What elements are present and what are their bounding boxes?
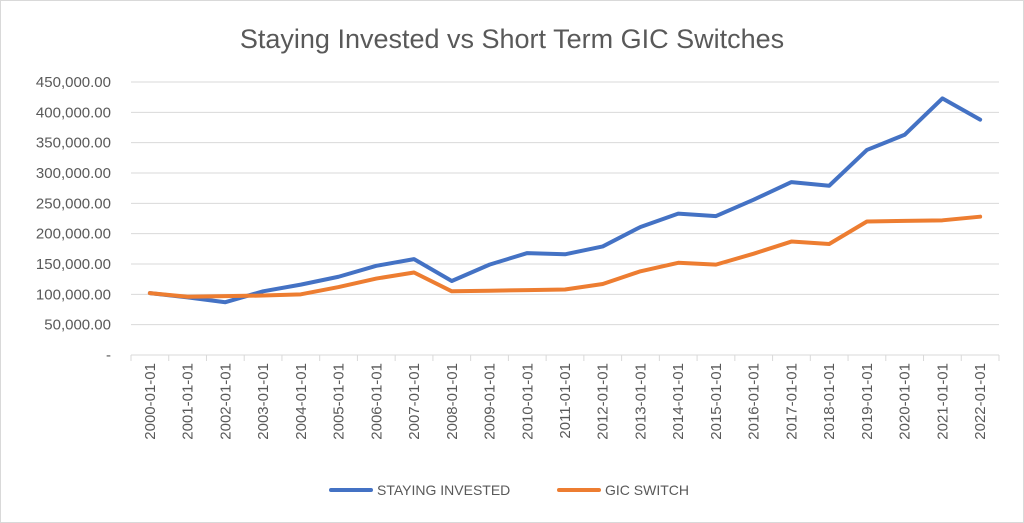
y-tick-label: 350,000.00 bbox=[36, 135, 111, 152]
y-axis-ticks: - 50,000.00 100,000.00 150,000.00 200,000.00… bbox=[36, 74, 111, 364]
x-tick-label: 2021-01-01 bbox=[934, 363, 951, 440]
legend-label-2: GIC SWITCH bbox=[605, 482, 689, 498]
y-tick-label: - bbox=[106, 347, 111, 364]
series-line-2 bbox=[147, 214, 983, 299]
x-tick-label: 2001-01-01 bbox=[180, 363, 197, 440]
x-tick-label: 2006-01-01 bbox=[368, 363, 385, 440]
chart-title: Staying Invested vs Short Term GIC Switc… bbox=[240, 24, 784, 54]
x-tick-label: 2014-01-01 bbox=[670, 363, 687, 440]
x-tick-label: 2020-01-01 bbox=[897, 363, 914, 440]
series-line-1 bbox=[147, 96, 983, 305]
y-tick-label: 400,000.00 bbox=[36, 104, 111, 121]
y-tick-label: 100,000.00 bbox=[36, 286, 111, 303]
y-tick-label: 200,000.00 bbox=[36, 226, 111, 243]
x-tick-label: 2007-01-01 bbox=[406, 363, 423, 440]
y-tick-label: 450,000.00 bbox=[36, 74, 111, 91]
x-tick-label: 2005-01-01 bbox=[331, 363, 348, 440]
y-tick-label: 50,000.00 bbox=[44, 317, 111, 334]
x-tick-label: 2003-01-01 bbox=[255, 363, 272, 440]
x-tick-label: 2000-01-01 bbox=[142, 363, 159, 440]
legend: STAYING INVESTED GIC SWITCH bbox=[329, 482, 689, 498]
x-axis: 2000-01-01 2001-01-01 2002-01-01 2003-01-01… bbox=[130, 354, 1000, 440]
x-tick-label: 2013-01-01 bbox=[632, 363, 649, 440]
x-tick-label: 2022-01-01 bbox=[972, 363, 989, 440]
y-tick-label: 250,000.00 bbox=[36, 195, 111, 212]
y-tick-label: 150,000.00 bbox=[36, 256, 111, 273]
series-lines bbox=[147, 96, 983, 305]
x-tick-label: 2009-01-01 bbox=[482, 363, 499, 440]
x-tick-label: 2008-01-01 bbox=[444, 363, 461, 440]
legend-label-1: STAYING INVESTED bbox=[377, 482, 510, 498]
x-tick-label: 2017-01-01 bbox=[783, 363, 800, 440]
x-tick-label: 2012-01-01 bbox=[595, 363, 612, 440]
x-tick-label: 2018-01-01 bbox=[821, 363, 838, 440]
x-tick-label: 2011-01-01 bbox=[557, 363, 574, 439]
x-tick-label: 2002-01-01 bbox=[217, 363, 234, 440]
x-tick-label: 2019-01-01 bbox=[859, 363, 876, 440]
y-tick-label: 300,000.00 bbox=[36, 165, 111, 182]
x-tick-label: 2015-01-01 bbox=[708, 363, 725, 440]
x-tick-label: 2004-01-01 bbox=[293, 363, 310, 440]
x-tick-label: 2016-01-01 bbox=[746, 363, 763, 440]
x-tick-label: 2010-01-01 bbox=[519, 363, 536, 440]
